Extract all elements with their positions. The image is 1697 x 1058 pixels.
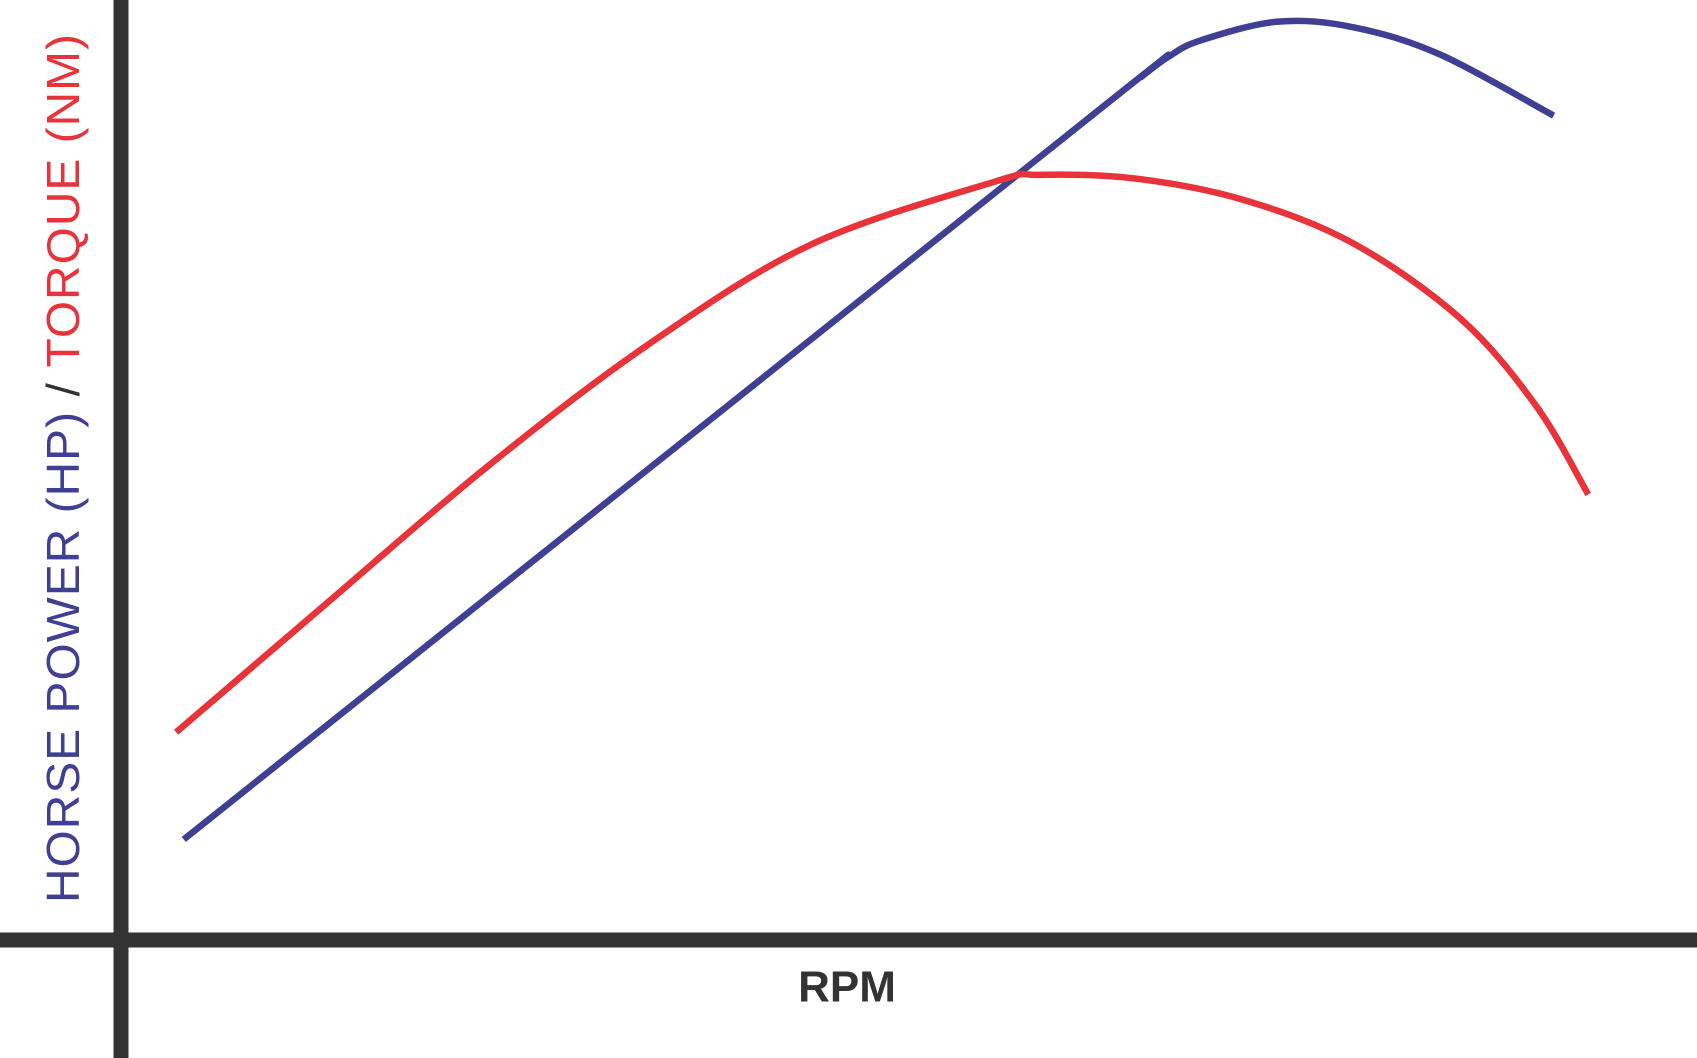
y-axis-title-torque: TORQUE (NM) [37, 33, 89, 368]
series-line [181, 17, 1556, 842]
y-axis-title-hp: HORSE POWER (HP) [37, 411, 89, 903]
y-axis-title: HORSE POWER (HP) / TORQUE (NM) [37, 33, 89, 903]
y-axis-title-slash: / [37, 382, 89, 396]
series-line [174, 170, 1592, 735]
x-axis-title: RPM [798, 963, 896, 1012]
